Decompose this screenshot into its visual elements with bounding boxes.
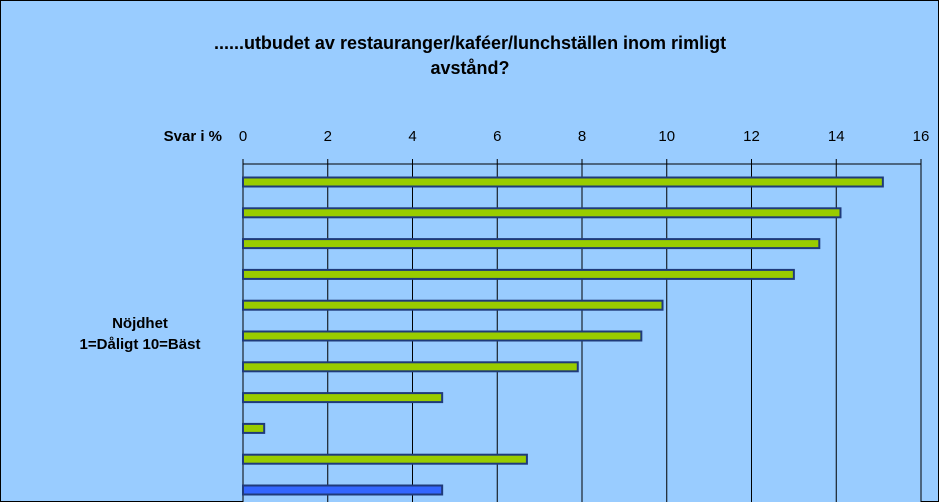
bar bbox=[242, 484, 444, 496]
x-tick-label: 10 bbox=[658, 128, 675, 145]
bar bbox=[242, 238, 821, 250]
x-tick-label: 12 bbox=[743, 128, 760, 145]
bar bbox=[242, 453, 528, 465]
x-tick-label: 6 bbox=[493, 128, 501, 145]
x-tick-label: 8 bbox=[578, 128, 586, 145]
x-tick-label: 2 bbox=[324, 128, 332, 145]
x-tick-label: 4 bbox=[408, 128, 416, 145]
x-tick-label: 16 bbox=[913, 128, 930, 145]
bar bbox=[242, 422, 266, 434]
bar bbox=[242, 392, 444, 404]
bar bbox=[242, 299, 664, 311]
bar bbox=[242, 176, 884, 188]
bar bbox=[242, 330, 643, 342]
bar bbox=[242, 268, 795, 280]
y-axis-label: Nöjdhet 1=Dåligt 10=Bäst bbox=[80, 315, 201, 353]
x-tick-label: 14 bbox=[828, 128, 845, 145]
bar bbox=[242, 207, 842, 219]
x-tick-label: 0 bbox=[239, 128, 247, 145]
chart-title: ......utbudet av restauranger/kaféer/lun… bbox=[214, 33, 726, 78]
bar bbox=[242, 361, 579, 373]
x-axis-label: Svar i % bbox=[164, 128, 222, 145]
